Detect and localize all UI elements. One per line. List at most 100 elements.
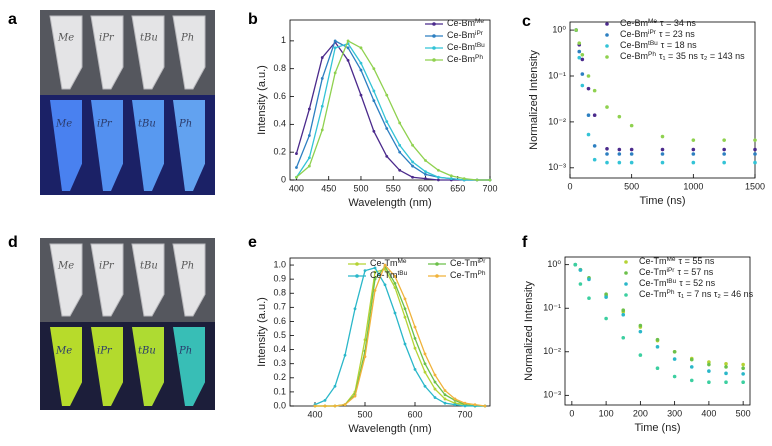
- x-tick-label: 600: [418, 183, 433, 193]
- y-tick-label: 10⁰: [547, 259, 561, 269]
- legend-annotation: τ₁ = 35 ns τ₂ = 143 ns: [659, 51, 745, 61]
- data-point: [605, 105, 609, 109]
- line-marker: [363, 338, 367, 342]
- data-point: [672, 357, 677, 361]
- legend-swatch-marker: [624, 282, 628, 286]
- line-marker: [398, 168, 402, 172]
- line-marker: [393, 311, 397, 315]
- data-point: [724, 371, 728, 376]
- line-marker: [398, 150, 402, 154]
- line-marker: [411, 164, 414, 168]
- data-point: [605, 152, 609, 156]
- data-point: [689, 365, 694, 369]
- line-marker: [424, 177, 427, 181]
- legend-name: Ce-Bm: [620, 40, 648, 50]
- tube-label: iPr: [99, 33, 115, 44]
- legend-annotation: τ = 18 ns: [661, 40, 697, 50]
- data-point: [655, 366, 660, 370]
- x-tick-label: 100: [599, 408, 614, 418]
- data-point: [707, 362, 711, 367]
- line-marker: [373, 289, 377, 292]
- data-point: [617, 160, 622, 165]
- data-point: [672, 374, 677, 379]
- data-point: [660, 152, 665, 156]
- data-point: [629, 160, 634, 165]
- data-point: [638, 329, 643, 334]
- y-tick-label: 0.6: [273, 316, 286, 326]
- panel-label: d: [8, 234, 18, 251]
- line-marker: [385, 93, 389, 97]
- line-marker: [295, 175, 298, 179]
- line-marker: [423, 362, 427, 366]
- series-line: [314, 267, 485, 407]
- line-marker: [333, 384, 337, 388]
- legend-name: Ce-Tm: [639, 289, 667, 299]
- plot-frame: [289, 257, 491, 407]
- data-point: [577, 49, 582, 54]
- legend-annotation: τ = 23 ns: [659, 29, 695, 39]
- line-marker: [343, 353, 347, 357]
- y-tick-label: 0.0: [273, 400, 286, 410]
- line-marker: [346, 46, 350, 50]
- line-marker: [393, 281, 397, 285]
- line-marker: [373, 270, 377, 274]
- legend-swatch-marker: [605, 22, 609, 26]
- y-tick-label: 0.2: [273, 147, 286, 157]
- data-point: [617, 114, 622, 119]
- data-point: [580, 57, 585, 62]
- tube: [172, 243, 206, 317]
- line-marker: [411, 143, 414, 147]
- legend-name: Ce-Tm: [639, 267, 667, 277]
- data-point: [638, 323, 643, 328]
- x-tick-label: 1000: [683, 181, 703, 191]
- line-marker: [359, 46, 363, 50]
- line-marker: [411, 160, 414, 164]
- line-marker: [295, 152, 298, 155]
- legend-name: Ce-Bm: [620, 51, 648, 61]
- panel-label: c: [522, 13, 531, 30]
- legend-name: Ce-Bm: [620, 29, 648, 39]
- legend-superscript: iPr: [667, 267, 676, 274]
- data-point: [592, 88, 597, 93]
- line-marker: [346, 39, 350, 43]
- line-marker: [443, 397, 447, 401]
- data-point: [741, 366, 745, 370]
- data-point: [592, 144, 597, 148]
- legend-swatch-marker: [355, 262, 359, 266]
- line-marker: [313, 404, 317, 408]
- legend-label: Ce-TmtBu τ = 52 ns: [639, 278, 716, 289]
- tube: [172, 15, 206, 90]
- glowing-tube: [50, 100, 82, 191]
- legend-superscript: Ph: [667, 289, 675, 296]
- x-tick-label: 0: [567, 181, 572, 191]
- tube-label: tBu: [140, 261, 158, 272]
- line-marker: [320, 77, 324, 80]
- plot-frame: [564, 256, 751, 406]
- y-tick-label: 0.5: [273, 330, 286, 340]
- tube-label: Me: [57, 33, 74, 44]
- line-marker: [372, 89, 376, 93]
- data-point: [638, 353, 643, 357]
- line-marker: [433, 396, 437, 399]
- tube: [90, 243, 124, 317]
- legend-name: Ce-Tm: [370, 270, 398, 280]
- x-tick-label: 700: [457, 409, 472, 419]
- data-point: [573, 262, 578, 267]
- tube-label: iPr: [97, 346, 113, 357]
- legend-label: Ce-TmMe τ = 55 ns: [639, 256, 715, 267]
- data-point: [741, 372, 745, 376]
- line-marker: [323, 404, 327, 408]
- data-point: [580, 72, 585, 76]
- legend-label: Ce-TmPh: [450, 270, 486, 281]
- line-marker: [363, 269, 367, 273]
- legend-label: Ce-BmtBu τ = 18 ns: [620, 40, 697, 51]
- data-point: [689, 357, 694, 362]
- legend-superscript: tBu: [475, 42, 485, 49]
- data-point: [621, 335, 626, 340]
- tube: [131, 15, 165, 90]
- data-point: [753, 152, 757, 156]
- tube-label: Ph: [180, 261, 194, 272]
- data-point: [722, 147, 726, 152]
- legend-name: Ce-Tm: [450, 258, 478, 268]
- line-marker: [403, 342, 407, 346]
